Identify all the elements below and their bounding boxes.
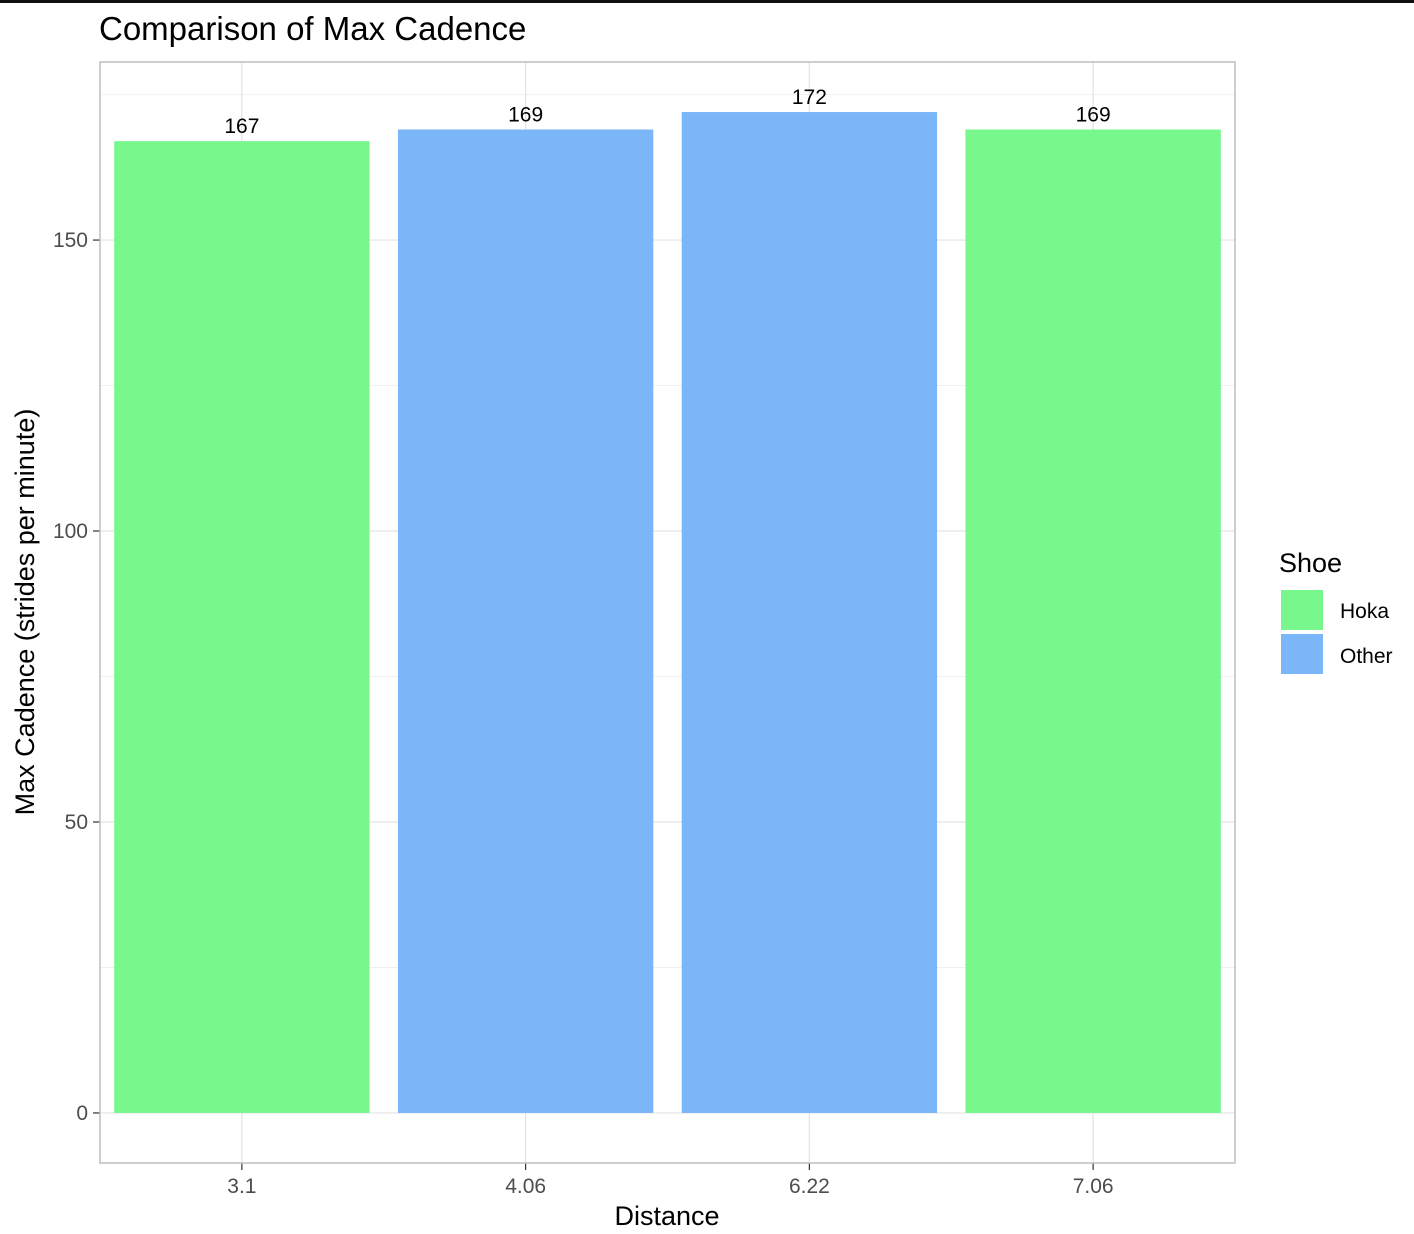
x-tick-label: 7.06 (1073, 1175, 1114, 1198)
bar-7-06 (965, 129, 1221, 1113)
legend-label-other: Other (1340, 645, 1393, 668)
x-tick-label: 3.1 (227, 1175, 256, 1198)
data-label: 169 (1076, 104, 1111, 127)
top-border (0, 0, 1414, 3)
bar-6-22 (681, 112, 938, 1113)
x-tick-label: 6.22 (789, 1175, 830, 1198)
legend-label-hoka: Hoka (1340, 600, 1389, 623)
y-tick-label: 0 (76, 1102, 88, 1125)
data-label: 169 (508, 104, 543, 127)
bar-4-06 (397, 129, 654, 1113)
bar-3-1 (114, 141, 370, 1113)
y-tick-label: 100 (53, 520, 88, 543)
y-tick-label: 150 (53, 229, 88, 252)
legend-swatch-other (1281, 634, 1323, 674)
data-label: 172 (792, 86, 827, 109)
x-tick-label: 4.06 (505, 1175, 546, 1198)
panel-border (99, 61, 1236, 1164)
legend-swatch-hoka (1281, 590, 1323, 630)
legend: Shoe Hoka Other (1279, 548, 1393, 674)
plot-panel: 0 50 100 150 167 3.1 169 4.06 172 6.22 169 7.06 (53, 61, 1236, 1198)
x-axis-title: Distance (614, 1201, 719, 1231)
data-label: 167 (224, 115, 259, 138)
legend-title: Shoe (1279, 548, 1342, 578)
y-axis-title: Max Cadence (strides per minute) (10, 409, 40, 816)
y-tick-label: 50 (65, 811, 88, 834)
chart-title: Comparison of Max Cadence (99, 10, 526, 47)
